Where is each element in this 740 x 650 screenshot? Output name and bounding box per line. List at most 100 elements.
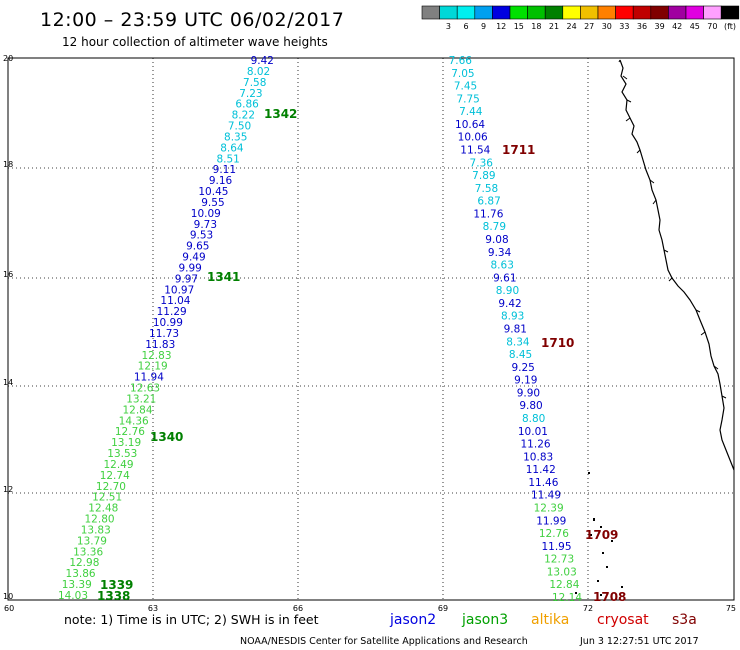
wave-height-value: 8.51: [216, 153, 239, 165]
scale-swatch: [492, 5, 511, 20]
wave-height-value: 12.73: [544, 554, 574, 566]
wave-height-value: 9.65: [186, 241, 209, 253]
wave-height-value: 9.34: [488, 247, 512, 259]
wave-height-value: 12.84: [122, 404, 152, 416]
wave-height-value: 9.11: [213, 164, 236, 176]
wave-height-value: 10.64: [455, 119, 485, 131]
wave-height-value: 9.99: [178, 262, 201, 274]
scale-swatch: [474, 5, 493, 20]
wave-height-value: 14.36: [119, 415, 149, 427]
scale-label: 36: [637, 22, 647, 31]
wave-height-value: 6.87: [477, 196, 500, 208]
altimeter-track-left: 9.428.027.587.236.868.227.508.358.648.51…: [58, 55, 274, 602]
satellite-legend: jason2 jason3 altika cryosat s3a: [389, 612, 697, 628]
footer-credit: NOAA/NESDIS Center for Satellite Applica…: [240, 636, 528, 647]
scale-label: 30: [602, 22, 612, 31]
wave-height-value: 11.04: [160, 295, 190, 307]
wave-height-value: 10.01: [518, 426, 548, 438]
scale-label: 45: [690, 22, 700, 31]
satellite-legend-item: s3a: [672, 612, 697, 628]
wave-height-value: 12.98: [69, 557, 99, 569]
wave-height-value: 11.76: [473, 208, 503, 220]
scale-label: 27: [584, 22, 594, 31]
wave-height-value: 11.54: [460, 145, 490, 157]
wave-height-value: 8.79: [483, 221, 506, 233]
wave-height-value: 10.97: [164, 284, 194, 296]
orbit-pass-label: 1341: [207, 270, 240, 284]
wave-height-value: 9.19: [514, 375, 537, 387]
wave-height-value: 8.02: [247, 66, 270, 78]
map-subtitle: 12 hour collection of altimeter wave hei…: [62, 35, 328, 49]
satellite-legend-item: cryosat: [597, 612, 649, 628]
color-scale-legend: 3 6 9 12 15 18 21 24 27 30 33 36 39 42 45 70 (ft): [421, 5, 740, 31]
lon-tick-label: 63: [148, 604, 158, 613]
scale-swatch: [668, 5, 687, 20]
wave-height-value: 7.23: [239, 88, 262, 100]
scale-swatch: [456, 5, 476, 20]
wave-height-value: 13.36: [73, 546, 103, 558]
wave-height-value: 9.25: [511, 362, 534, 374]
lon-tick-label: 60: [4, 604, 14, 613]
latitude-tick-labels: 20 18 16 14 12 10: [3, 54, 13, 601]
wave-height-value: 7.66: [449, 55, 473, 67]
wave-height-value: 11.29: [157, 306, 187, 318]
lat-tick-label: 14: [3, 378, 13, 387]
wave-height-value: 8.64: [220, 142, 244, 154]
lat-tick-label: 12: [3, 485, 13, 494]
wave-height-value: 12.63: [130, 383, 160, 395]
wave-height-value: 13.86: [66, 568, 96, 580]
wave-height-value: 9.55: [201, 197, 224, 209]
wave-height-value: 11.73: [149, 328, 179, 340]
wave-height-value: 8.90: [496, 285, 519, 297]
lon-tick-label: 75: [726, 604, 736, 613]
map-title: 12:00 – 23:59 UTC 06/02/2017: [40, 9, 344, 31]
wave-height-value: 12.83: [141, 350, 171, 362]
scale-swatch: [650, 5, 669, 20]
wave-height-value: 8.45: [509, 349, 532, 361]
wave-height-value: 7.50: [228, 121, 251, 133]
wave-height-value: 12.84: [549, 579, 579, 591]
satellite-legend-item: jason2: [389, 612, 436, 628]
footer-note: note: 1) Time is in UTC; 2) SWH is in fe…: [64, 612, 319, 627]
wave-height-value: 10.06: [458, 132, 488, 144]
wave-height-value: 8.34: [506, 336, 530, 348]
wave-height-value: 12.80: [85, 514, 115, 526]
wave-height-value: 7.58: [475, 183, 498, 195]
orbit-pass-label: 1710: [541, 336, 574, 350]
orbit-pass-label: 1342: [264, 107, 297, 121]
orbit-pass-label: 1708: [593, 590, 626, 604]
wave-height-value: 8.93: [501, 311, 524, 323]
wave-height-value: 11.46: [528, 477, 558, 489]
scale-swatch: [580, 5, 599, 20]
orbit-pass-label: 1339: [100, 578, 133, 592]
plot-frame: [7, 57, 735, 601]
scale-swatch: [720, 5, 740, 20]
scale-swatch: [615, 5, 634, 20]
wave-height-value: 8.80: [522, 413, 545, 425]
scale-label: 15: [514, 22, 524, 31]
wave-height-value: 9.73: [194, 219, 217, 231]
wave-height-value: 9.97: [175, 273, 198, 285]
wave-height-value: 14.03: [58, 590, 88, 602]
coastline: [575, 59, 735, 596]
scale-label: 24: [567, 22, 577, 31]
lat-tick-label: 20: [3, 54, 13, 63]
wave-height-value: 7.58: [243, 77, 266, 89]
wave-height-value: 9.42: [498, 298, 521, 310]
wave-height-value: 12.51: [92, 492, 122, 504]
scale-swatch: [685, 5, 704, 20]
orbit-pass-label: 1340: [150, 430, 183, 444]
longitude-tick-labels: 60 63 66 69 72 75: [4, 604, 736, 613]
wave-height-value: 7.75: [456, 93, 479, 105]
wave-height-value: 12.74: [100, 470, 130, 482]
wave-height-value: 13.79: [77, 535, 107, 547]
wave-height-value: 10.83: [523, 451, 553, 463]
wave-height-value: 11.95: [541, 541, 571, 553]
satellite-legend-item: altika: [531, 612, 569, 628]
wave-height-value: 11.26: [521, 439, 551, 451]
lon-tick-label: 69: [438, 604, 448, 613]
wave-height-value: 11.49: [531, 490, 561, 502]
scale-label: 6: [463, 22, 468, 31]
scale-label: 70: [707, 22, 717, 31]
